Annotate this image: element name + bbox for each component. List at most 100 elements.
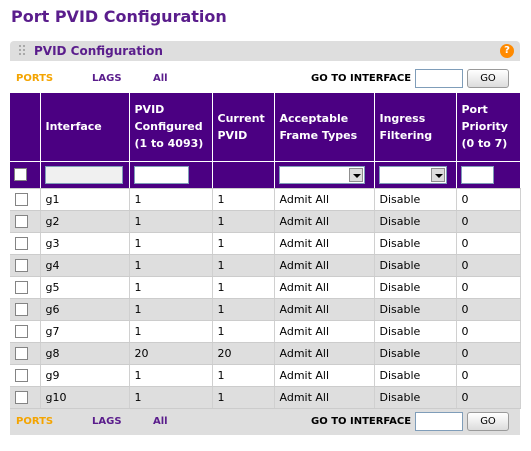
row-checkbox[interactable] <box>15 346 28 360</box>
port-priority-cell: 0 <box>456 386 521 409</box>
port-priority-cell: 0 <box>456 276 521 299</box>
ingress-filtering-cell: Disable <box>374 386 457 409</box>
row-select-cell <box>10 386 41 409</box>
table-row: g8 20 20 Admit All Disable 0 <box>10 342 521 365</box>
table-row: g9 1 1 Admit All Disable 0 <box>10 364 521 387</box>
row-checkbox[interactable] <box>15 258 28 272</box>
current-pvid-cell: 1 <box>212 364 275 387</box>
current-pvid-cell: 1 <box>212 188 275 211</box>
port-priority-cell: 0 <box>456 298 521 321</box>
row-select-cell <box>10 320 41 343</box>
pvid-configured-cell: 1 <box>129 386 213 409</box>
row-checkbox[interactable] <box>15 214 28 228</box>
interface-cell: g3 <box>40 232 130 255</box>
goto-interface-input[interactable] <box>415 69 463 88</box>
current-pvid-cell: 1 <box>212 320 275 343</box>
row-checkbox[interactable] <box>15 192 28 206</box>
pvid-configured-input[interactable] <box>133 165 189 184</box>
goto-interface-label: GO TO INTERFACE <box>311 416 412 427</box>
port-priority-cell: 0 <box>456 232 521 255</box>
table-filter-row <box>10 160 521 189</box>
help-icon[interactable]: ? <box>500 44 514 58</box>
row-select-cell <box>10 210 41 233</box>
row-checkbox[interactable] <box>15 324 28 338</box>
current-pvid-cell: 1 <box>212 232 275 255</box>
goto-interface-input[interactable] <box>415 412 463 431</box>
nav-lags-link[interactable]: LAGS <box>92 416 122 427</box>
ingress-filtering-cell: Disable <box>374 276 457 299</box>
pvid-configured-cell: 1 <box>129 298 213 321</box>
chevron-down-icon[interactable] <box>430 167 445 182</box>
port-priority-cell: 0 <box>456 320 521 343</box>
nav-all-link[interactable]: All <box>153 73 168 84</box>
ingress-filtering-cell: Disable <box>374 254 457 277</box>
ingress-filtering-select[interactable] <box>378 165 447 184</box>
chevron-down-icon[interactable] <box>348 167 363 182</box>
ingress-filtering-cell: Disable <box>374 342 457 365</box>
table-row: g3 1 1 Admit All Disable 0 <box>10 232 521 255</box>
interface-cell: g8 <box>40 342 130 365</box>
pvid-configured-cell: 1 <box>129 364 213 387</box>
frame-types-cell: Admit All <box>274 386 375 409</box>
port-priority-cell: 0 <box>456 342 521 365</box>
column-header-pvid-configured: PVID Configured (1 to 4093) <box>129 93 213 161</box>
goto-interface-label: GO TO INTERFACE <box>311 73 412 84</box>
row-select-cell <box>10 298 41 321</box>
pvid-table: Interface PVID Configured (1 to 4093) Cu… <box>10 93 521 409</box>
frame-types-cell: Admit All <box>274 298 375 321</box>
interface-cell: g10 <box>40 386 130 409</box>
table-row: g2 1 1 Admit All Disable 0 <box>10 210 521 233</box>
nav-ports-link[interactable]: PORTS <box>16 73 54 84</box>
row-select-cell <box>10 364 41 387</box>
ingress-filtering-cell: Disable <box>374 298 457 321</box>
interface-cell: g2 <box>40 210 130 233</box>
port-priority-cell: 0 <box>456 188 521 211</box>
frame-types-cell: Admit All <box>274 254 375 277</box>
interface-cell: g7 <box>40 320 130 343</box>
interface-cell: g4 <box>40 254 130 277</box>
ingress-filtering-cell: Disable <box>374 364 457 387</box>
interface-cell: g6 <box>40 298 130 321</box>
port-priority-cell: 0 <box>456 364 521 387</box>
column-header-interface: Interface <box>40 93 130 161</box>
interface-nav-top: PORTS LAGS All GO TO INTERFACE GO <box>10 66 520 92</box>
section-header: PVID Configuration ? <box>10 41 520 61</box>
pvid-configured-cell: 1 <box>129 210 213 233</box>
go-button[interactable]: GO <box>467 412 509 431</box>
table-row: g4 1 1 Admit All Disable 0 <box>10 254 521 277</box>
nav-lags-link[interactable]: LAGS <box>92 73 122 84</box>
pvid-configured-cell: 1 <box>129 320 213 343</box>
ingress-filtering-cell: Disable <box>374 188 457 211</box>
nav-all-link[interactable]: All <box>153 416 168 427</box>
table-row: g5 1 1 Admit All Disable 0 <box>10 276 521 299</box>
interface-cell: g1 <box>40 188 130 211</box>
port-priority-cell: 0 <box>456 254 521 277</box>
drag-grip-icon <box>19 45 26 57</box>
row-select-cell <box>10 342 41 365</box>
frame-types-select[interactable] <box>278 165 365 184</box>
row-select-cell <box>10 232 41 255</box>
pvid-configured-cell: 20 <box>129 342 213 365</box>
row-checkbox[interactable] <box>15 390 28 404</box>
frame-types-cell: Admit All <box>274 188 375 211</box>
interface-nav-bottom: PORTS LAGS All GO TO INTERFACE GO <box>10 409 520 435</box>
frame-types-cell: Admit All <box>274 210 375 233</box>
frame-types-cell: Admit All <box>274 232 375 255</box>
column-header-current-pvid: Current PVID <box>212 93 275 161</box>
go-button[interactable]: GO <box>467 69 509 88</box>
row-checkbox[interactable] <box>15 236 28 250</box>
row-checkbox[interactable] <box>15 280 28 294</box>
port-priority-input[interactable] <box>460 165 494 184</box>
row-checkbox[interactable] <box>15 302 28 316</box>
interface-filter-input <box>44 165 123 184</box>
select-all-checkbox[interactable] <box>14 168 27 182</box>
frame-types-cell: Admit All <box>274 342 375 365</box>
pvid-configured-cell: 1 <box>129 232 213 255</box>
table-row: g10 1 1 Admit All Disable 0 <box>10 386 521 409</box>
page-title: Port PVID Configuration <box>11 7 227 26</box>
table-row: g6 1 1 Admit All Disable 0 <box>10 298 521 321</box>
nav-ports-link[interactable]: PORTS <box>16 416 54 427</box>
current-pvid-cell: 1 <box>212 210 275 233</box>
row-checkbox[interactable] <box>15 368 28 382</box>
interface-cell: g9 <box>40 364 130 387</box>
